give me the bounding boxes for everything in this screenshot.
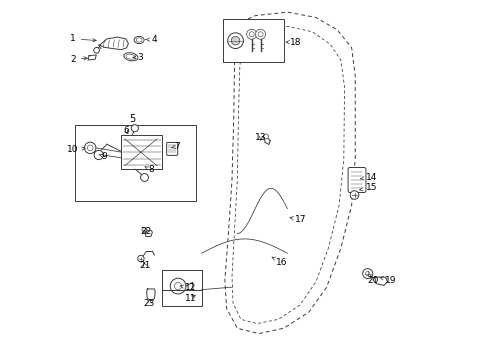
Text: 7: 7 xyxy=(171,142,180,151)
FancyBboxPatch shape xyxy=(121,135,162,169)
Ellipse shape xyxy=(126,54,136,59)
Polygon shape xyxy=(88,55,96,60)
Text: 22: 22 xyxy=(140,227,151,236)
Circle shape xyxy=(94,48,99,53)
Ellipse shape xyxy=(134,36,144,44)
Text: 10: 10 xyxy=(67,145,85,154)
Circle shape xyxy=(84,142,96,154)
Circle shape xyxy=(131,125,138,132)
Text: 5: 5 xyxy=(128,113,135,123)
Circle shape xyxy=(255,29,265,39)
Text: 16: 16 xyxy=(271,257,287,267)
Polygon shape xyxy=(374,277,386,285)
Circle shape xyxy=(362,269,372,279)
Text: 11: 11 xyxy=(185,294,196,303)
Circle shape xyxy=(138,255,144,262)
Circle shape xyxy=(365,271,369,276)
Text: 4: 4 xyxy=(145,35,157,44)
Polygon shape xyxy=(100,37,128,50)
Polygon shape xyxy=(146,289,155,301)
Ellipse shape xyxy=(136,38,142,42)
FancyBboxPatch shape xyxy=(166,143,177,156)
Circle shape xyxy=(170,278,185,294)
Text: 8: 8 xyxy=(145,166,154,175)
Text: 21: 21 xyxy=(139,261,150,270)
Bar xyxy=(223,19,283,62)
Text: 15: 15 xyxy=(359,183,377,192)
Circle shape xyxy=(227,33,243,49)
Text: 13: 13 xyxy=(255,133,266,142)
Text: 3: 3 xyxy=(133,53,143,62)
Circle shape xyxy=(142,228,147,233)
Bar xyxy=(75,125,196,202)
Bar xyxy=(162,270,201,306)
Text: 6: 6 xyxy=(123,126,128,135)
Text: 17: 17 xyxy=(289,215,305,224)
Circle shape xyxy=(174,283,181,290)
Text: 23: 23 xyxy=(143,299,155,308)
Ellipse shape xyxy=(123,53,138,61)
Circle shape xyxy=(94,150,103,159)
Circle shape xyxy=(140,174,148,181)
Text: 19: 19 xyxy=(379,275,395,284)
Text: 9: 9 xyxy=(99,152,107,161)
Text: 12: 12 xyxy=(180,283,196,292)
Text: 1: 1 xyxy=(70,35,96,44)
Text: 18: 18 xyxy=(285,37,301,46)
Text: 2: 2 xyxy=(70,55,87,64)
Text: 20: 20 xyxy=(367,275,378,284)
Circle shape xyxy=(349,191,358,199)
Text: 14: 14 xyxy=(360,173,377,182)
FancyBboxPatch shape xyxy=(347,167,365,193)
Circle shape xyxy=(248,32,254,37)
Circle shape xyxy=(246,29,256,39)
Polygon shape xyxy=(145,231,152,237)
Circle shape xyxy=(231,36,240,45)
Circle shape xyxy=(258,32,263,37)
Circle shape xyxy=(87,145,93,151)
Circle shape xyxy=(263,134,268,139)
